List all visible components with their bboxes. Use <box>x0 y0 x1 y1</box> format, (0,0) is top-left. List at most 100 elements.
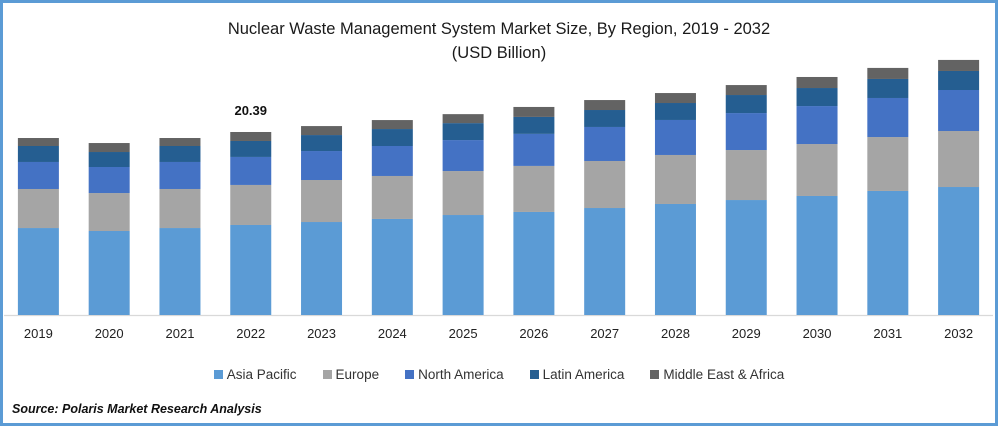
bar-latin-america-2019 <box>17 146 59 162</box>
bar-middle-east-africa-2027 <box>584 100 626 111</box>
bar-latin-america-2032 <box>938 70 980 90</box>
bar-europe-2025 <box>442 171 484 216</box>
legend-swatch <box>213 370 223 379</box>
bar-middle-east-africa-2019 <box>17 138 59 147</box>
x-tick-label: 2026 <box>519 326 548 341</box>
x-tick-label: 2028 <box>661 326 690 341</box>
bar-europe-2026 <box>513 165 555 212</box>
legend-item: Latin America <box>529 367 625 382</box>
bar-north-america-2028 <box>654 119 696 155</box>
source-note: Source: Polaris Market Research Analysis <box>12 402 262 416</box>
bar-europe-2020 <box>88 193 130 231</box>
legend-swatch <box>322 370 332 379</box>
bar-europe-2019 <box>17 188 59 229</box>
bar-europe-2024 <box>371 175 413 219</box>
bar-asia-pacific-2019 <box>17 228 59 315</box>
bar-latin-america-2028 <box>654 103 696 120</box>
bar-middle-east-africa-2032 <box>938 59 980 71</box>
bar-middle-east-africa-2023 <box>301 126 343 136</box>
bar-latin-america-2027 <box>584 110 626 127</box>
bar-middle-east-africa-2031 <box>867 67 909 79</box>
bar-latin-america-2030 <box>796 88 838 107</box>
bar-asia-pacific-2027 <box>584 208 626 315</box>
bar-asia-pacific-2026 <box>513 211 555 315</box>
chart-title: Nuclear Waste Management System Market S… <box>227 20 771 38</box>
bar-latin-america-2031 <box>867 78 909 98</box>
x-tick-label: 2031 <box>873 326 902 341</box>
x-tick-label: 2019 <box>24 326 53 341</box>
bar-middle-east-africa-2030 <box>796 76 838 89</box>
x-tick-label: 2023 <box>307 326 336 341</box>
bar-asia-pacific-2020 <box>88 230 130 315</box>
legend-label: Middle East & Africa <box>663 367 785 382</box>
bar-latin-america-2023 <box>301 135 343 152</box>
bar-asia-pacific-2030 <box>796 195 838 315</box>
bar-north-america-2023 <box>301 151 343 181</box>
legend-item: Middle East & Africa <box>650 367 784 382</box>
bar-middle-east-africa-2024 <box>371 120 413 130</box>
bar-asia-pacific-2032 <box>938 187 980 315</box>
bar-north-america-2030 <box>796 106 838 145</box>
bar-latin-america-2021 <box>159 146 201 162</box>
bar-north-america-2020 <box>88 167 130 194</box>
bar-asia-pacific-2022 <box>230 224 272 315</box>
legend-swatch <box>405 370 415 379</box>
bar-latin-america-2026 <box>513 116 555 134</box>
bar-north-america-2024 <box>371 146 413 176</box>
chart-legend: Asia Pacific Europe North America Latin Ame… <box>0 367 998 382</box>
legend-swatch <box>650 370 660 379</box>
legend-label: Latin America <box>542 367 625 382</box>
bar-north-america-2022 <box>230 156 272 185</box>
bar-europe-2030 <box>796 144 838 196</box>
bar-europe-2029 <box>725 150 767 201</box>
legend-swatch <box>529 370 539 379</box>
x-tick-label: 2032 <box>944 326 973 341</box>
bar-middle-east-africa-2025 <box>442 114 484 124</box>
bar-asia-pacific-2021 <box>159 228 201 315</box>
data-label-total: 20.39 <box>234 103 267 118</box>
bar-latin-america-2024 <box>371 129 413 147</box>
bar-europe-2022 <box>230 184 272 225</box>
bar-europe-2027 <box>584 160 626 209</box>
bar-europe-2023 <box>301 180 343 223</box>
bar-north-america-2029 <box>725 113 767 151</box>
bar-latin-america-2029 <box>725 95 767 114</box>
bar-middle-east-africa-2021 <box>159 138 201 147</box>
bar-europe-2032 <box>938 131 980 188</box>
x-tick-label: 2024 <box>378 326 407 341</box>
legend-item: North America <box>405 367 504 382</box>
x-tick-label: 2029 <box>732 326 761 341</box>
x-tick-label: 2025 <box>449 326 478 341</box>
bar-north-america-2021 <box>159 161 201 189</box>
bar-middle-east-africa-2020 <box>88 143 130 153</box>
bar-asia-pacific-2024 <box>371 218 413 315</box>
bar-europe-2031 <box>867 137 909 191</box>
bar-latin-america-2020 <box>88 152 130 168</box>
legend-item: Europe <box>322 367 380 382</box>
x-tick-label: 2030 <box>803 326 832 341</box>
bar-europe-2021 <box>159 188 201 229</box>
legend-label: Europe <box>335 367 380 382</box>
bar-latin-america-2022 <box>230 140 272 157</box>
bar-north-america-2019 <box>17 161 59 189</box>
bar-asia-pacific-2031 <box>867 190 909 315</box>
x-tick-label: 2022 <box>236 326 265 341</box>
x-tick-label: 2021 <box>166 326 195 341</box>
bar-latin-america-2025 <box>442 123 484 141</box>
chart-subtitle: (USD Billion) <box>451 44 547 62</box>
bar-asia-pacific-2025 <box>442 215 484 315</box>
bar-middle-east-africa-2028 <box>654 93 696 104</box>
bar-north-america-2027 <box>584 126 626 161</box>
bar-asia-pacific-2028 <box>654 203 696 315</box>
bar-asia-pacific-2029 <box>725 200 767 315</box>
bar-north-america-2031 <box>867 97 909 138</box>
legend-label: North America <box>418 367 504 382</box>
legend-item: Asia Pacific <box>213 367 297 382</box>
bar-north-america-2025 <box>442 140 484 172</box>
bar-middle-east-africa-2026 <box>513 106 555 117</box>
x-tick-label: 2027 <box>590 326 619 341</box>
bar-europe-2028 <box>654 154 696 204</box>
bar-middle-east-africa-2029 <box>725 85 767 96</box>
x-tick-label: 2020 <box>95 326 124 341</box>
